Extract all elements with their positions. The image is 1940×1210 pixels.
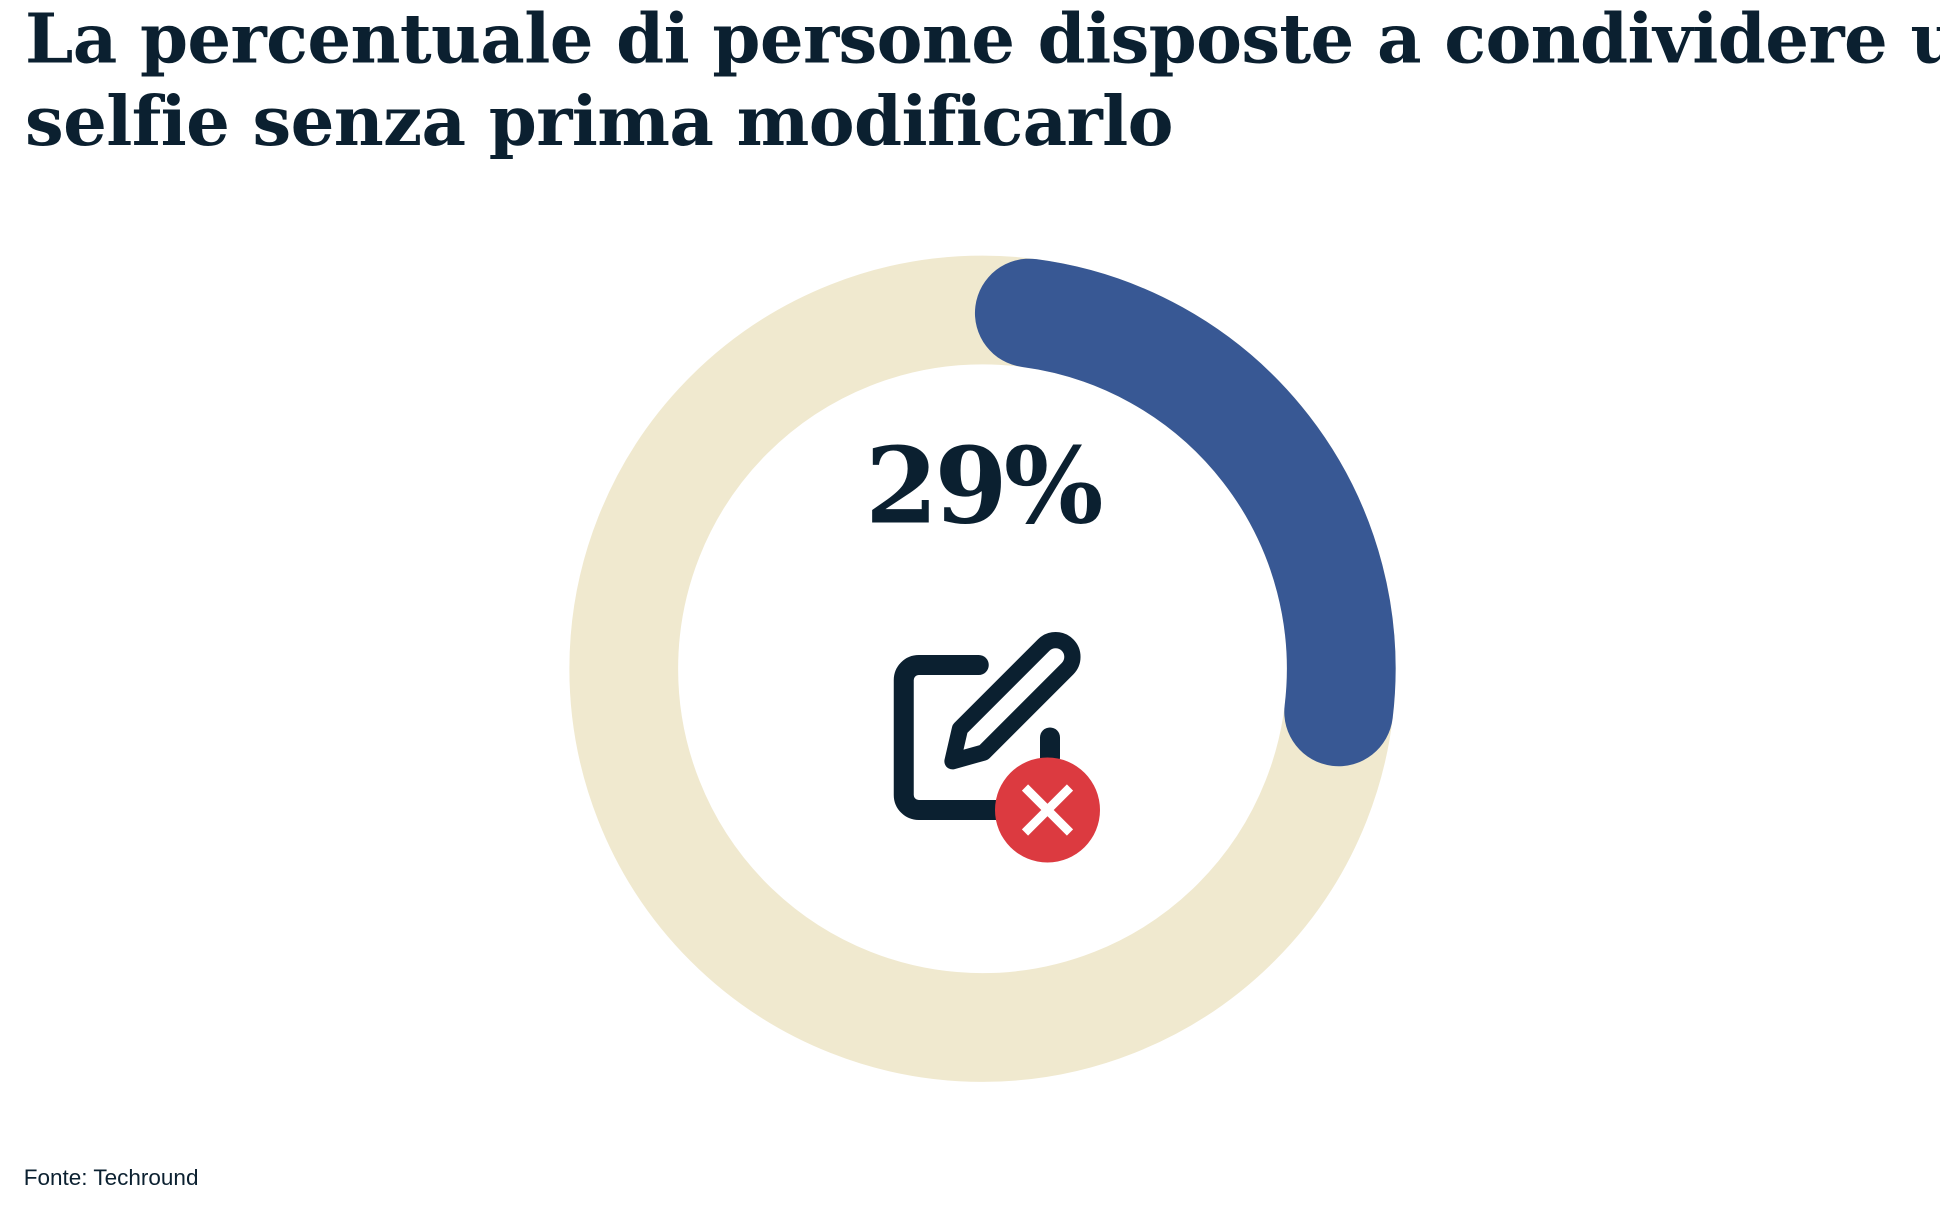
source-note: Fonte: Techround: [24, 1165, 199, 1190]
edit-forbidden-icon: [893, 631, 1100, 863]
donut-value-arc: [974, 258, 1396, 767]
value-label: 29%: [865, 424, 1102, 548]
chart-title-line-1: La percentuale di persone disposte a con…: [25, 0, 1940, 80]
chart-title-line-2: selfie senza prima modificarlo: [25, 81, 1173, 162]
pencil-icon: [944, 631, 1081, 770]
document-icon: [893, 655, 1010, 820]
close-icon: [1021, 784, 1074, 836]
